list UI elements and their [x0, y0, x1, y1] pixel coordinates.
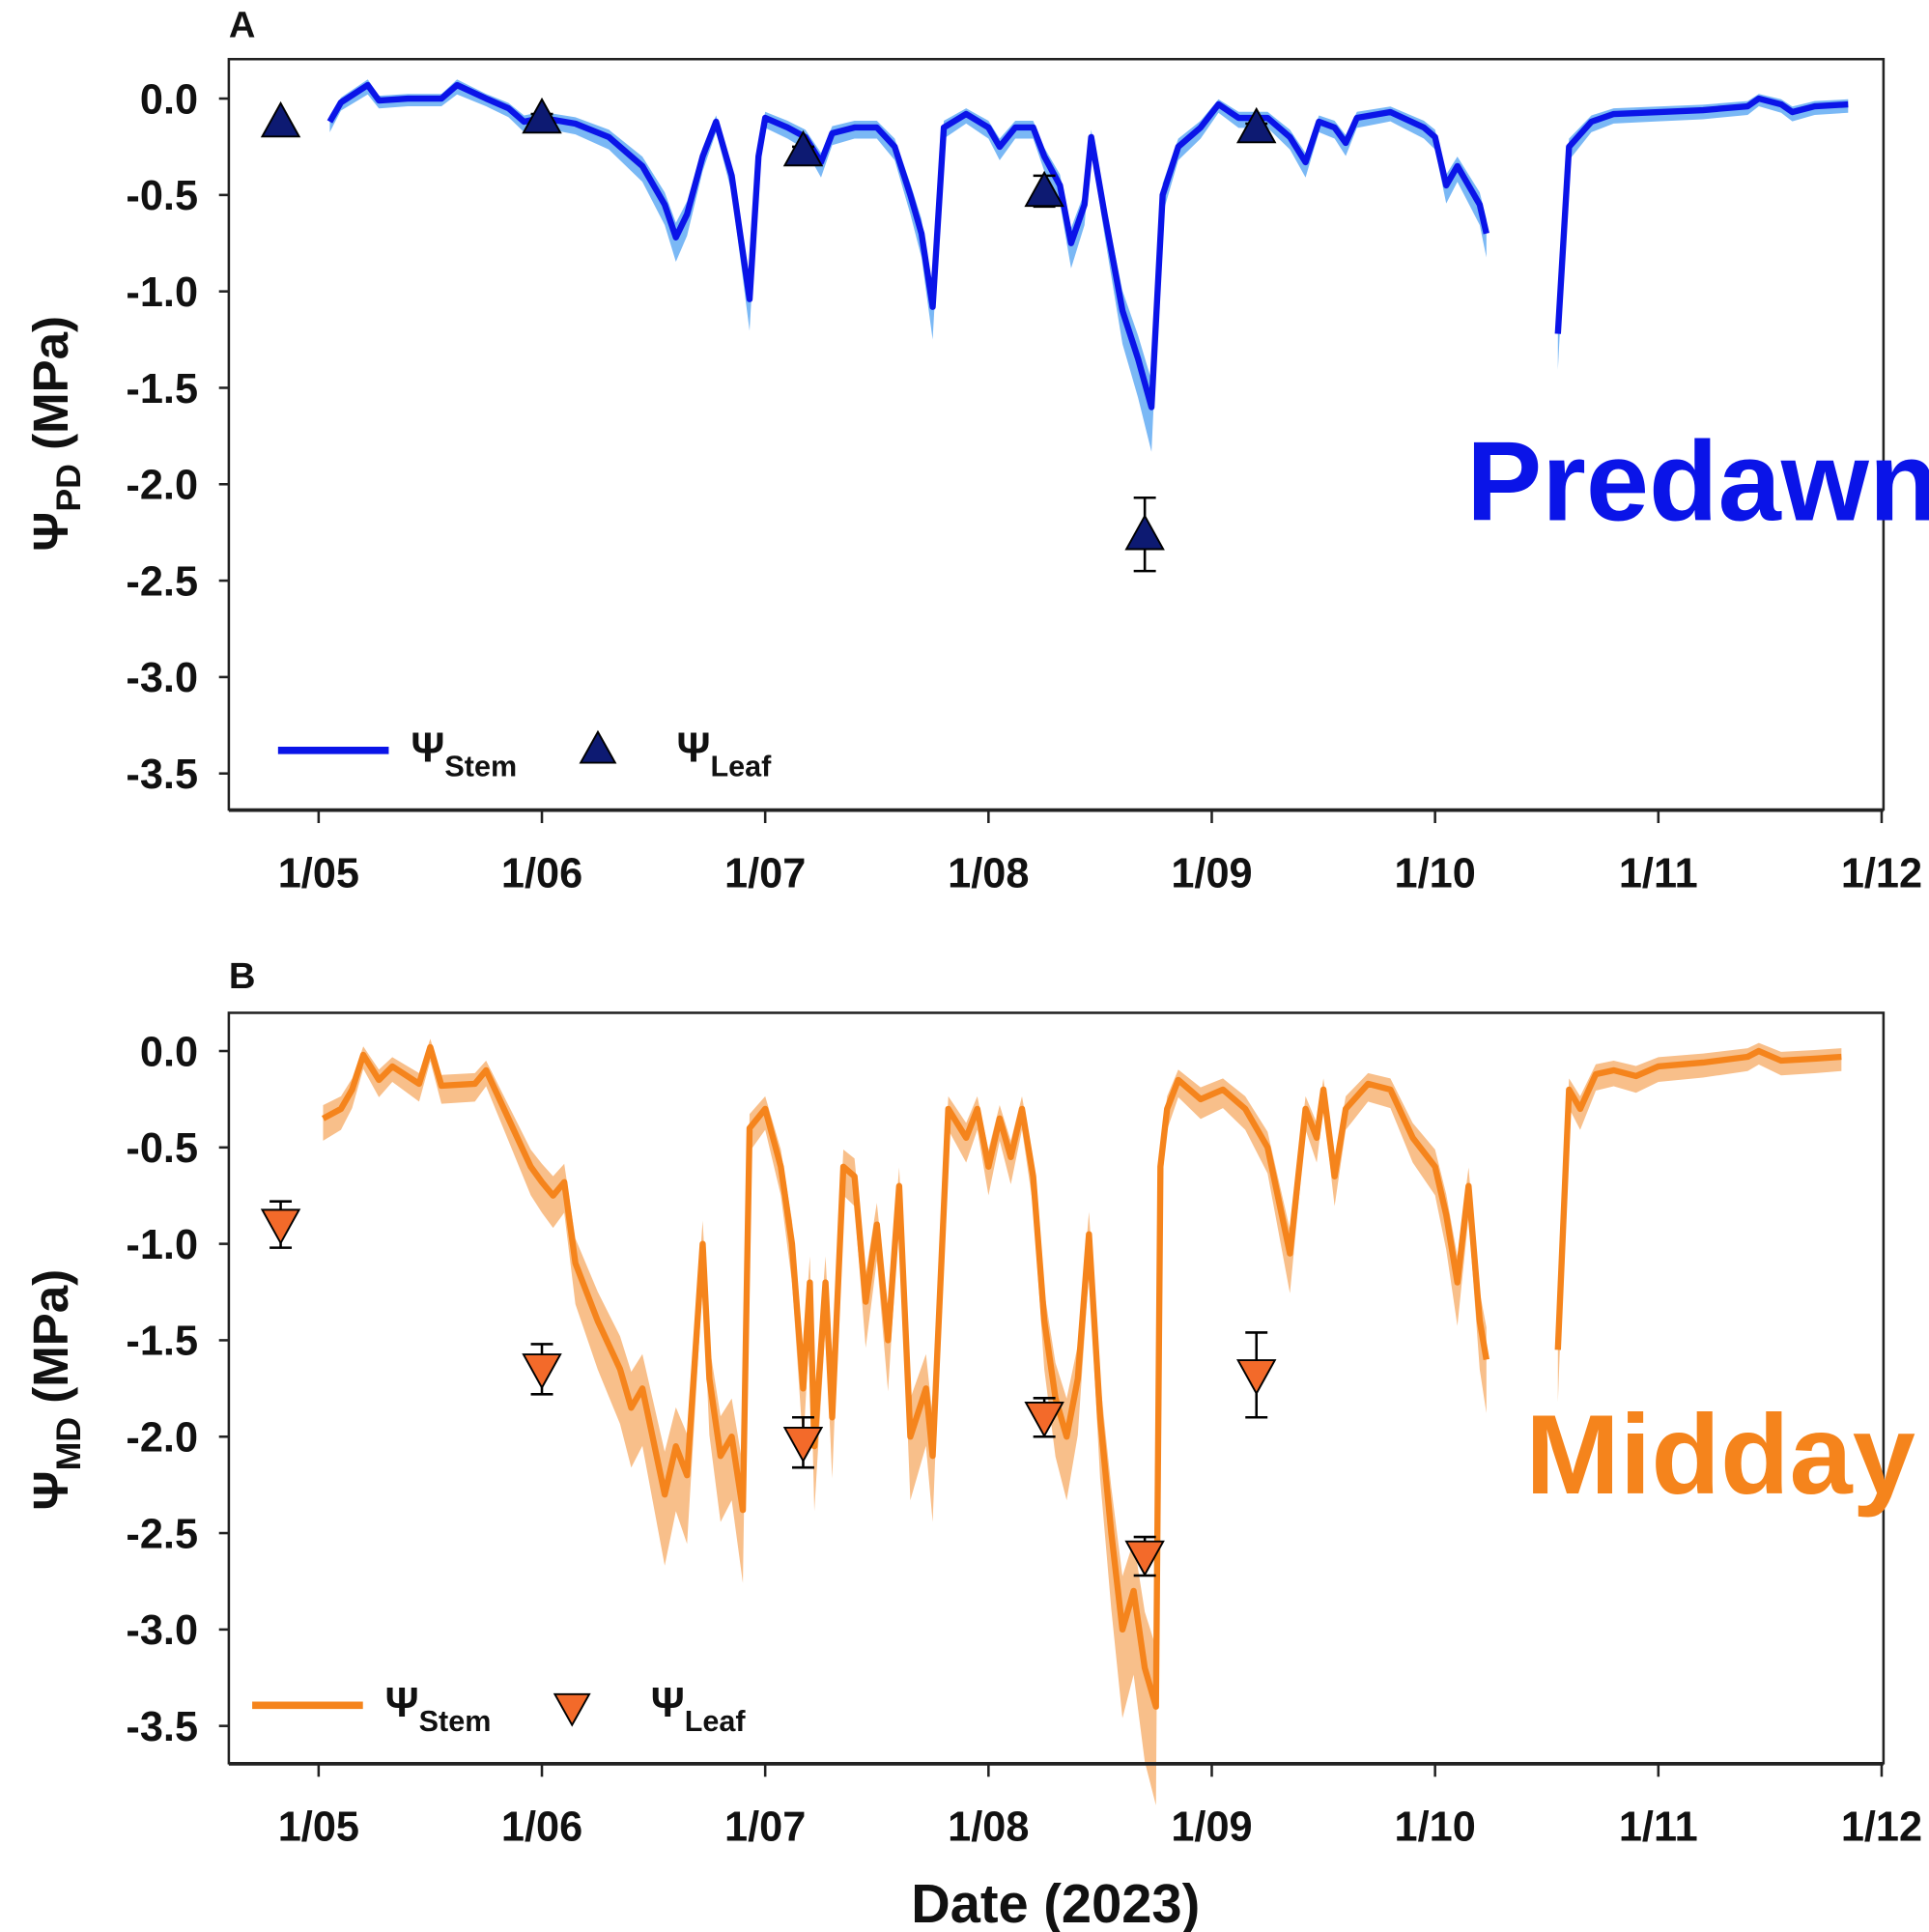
legend-leaf-symbol: Ψ	[651, 1680, 685, 1726]
x-tick-label: 1/07	[724, 850, 806, 896]
stem-uncertainty-band	[323, 1038, 1487, 1805]
y-tick-label: -0.5	[126, 1125, 198, 1172]
panel-letter-b: B	[229, 955, 256, 997]
y-tick-label: -3.5	[126, 752, 198, 798]
panel-a-predawn: A 0.0 -0.5 -1.0 -1.5 -2.0 -2.5 -3.0 -3.5 1/05 1/0…	[23, 4, 1929, 896]
stem-water-potential-line	[1554, 95, 1849, 334]
legend-leaf-marker	[579, 729, 617, 764]
stem-water-potential-line	[326, 81, 1489, 411]
y-axis-label-b: ΨMD (MPa)	[23, 1269, 88, 1511]
y-label-sub: MD	[49, 1417, 88, 1471]
legend-stem-sub: Stem	[419, 1705, 492, 1738]
leaf-water-potential-point	[1024, 1402, 1064, 1438]
annotation-predawn: Predawn	[1466, 417, 1929, 544]
leaf-water-potential-point	[522, 1353, 562, 1390]
y-tick-label: -2.0	[126, 1415, 198, 1462]
panel-b-midday: B 0.0 -0.5 -1.0 -1.5 -2.0 -2.5 -3.0 -3.5 1/05 1/0…	[23, 955, 1922, 1932]
legend-stem-label: ΨStem	[385, 1680, 492, 1738]
legend-stem-label: ΨStem	[411, 724, 517, 782]
leaf-water-potential-point	[782, 129, 824, 167]
x-tick-label: 1/05	[278, 1804, 359, 1851]
y-tick-label: 0.0	[140, 1029, 198, 1075]
y-label-symbol: Ψ	[23, 512, 78, 552]
leaf-water-potential-point	[1124, 514, 1165, 551]
y-label-unit: (MPa)	[23, 1269, 78, 1417]
x-tick-label: 1/09	[1171, 850, 1252, 896]
x-tick-label: 1/12	[1841, 850, 1922, 896]
leaf-water-potential-point	[782, 1426, 824, 1463]
legend-leaf-marker	[553, 1692, 591, 1727]
legend-stem-symbol: Ψ	[385, 1680, 419, 1726]
leaf-water-potential-point	[260, 1208, 301, 1245]
annotation-midday: Midday	[1525, 1391, 1915, 1518]
y-tick-label: -1.5	[126, 1319, 198, 1365]
x-tick-label: 1/11	[1619, 1804, 1698, 1851]
legend-leaf-label: ΨLeaf	[651, 1680, 747, 1738]
y-tick-label: -3.0	[126, 655, 198, 701]
legend-leaf-label: ΨLeaf	[676, 724, 772, 782]
legend-stem-symbol: Ψ	[411, 724, 444, 771]
leaf-water-potential-point	[1235, 1359, 1277, 1396]
leaf-water-potential-point	[522, 97, 562, 134]
y-axis-label-a: ΨPD (MPa)	[23, 316, 88, 552]
y-tick-label: -0.5	[126, 173, 198, 219]
y-tick-label: -2.5	[126, 1511, 198, 1557]
stem-water-potential-line	[321, 1043, 1489, 1710]
x-tick-label: 1/06	[501, 850, 582, 896]
x-tick-label: 1/10	[1395, 850, 1476, 896]
leaf-water-potential-point	[260, 100, 301, 138]
y-tick-label: -1.5	[126, 366, 198, 412]
legend-a: ΨStem ΨLeaf	[277, 724, 772, 783]
x-tick-label: 1/08	[948, 850, 1029, 896]
x-tick-label: 1/09	[1171, 1804, 1252, 1851]
y-label-unit: (MPa)	[23, 316, 78, 464]
x-tick-label: 1/05	[278, 850, 359, 896]
legend-leaf-sub: Leaf	[711, 751, 773, 783]
leaf-water-potential-point	[1235, 106, 1277, 144]
stem-uncertainty-band	[1557, 94, 1849, 370]
y-tick-label: -3.0	[126, 1607, 198, 1654]
legend-leaf-symbol: Ψ	[676, 724, 710, 771]
y-tick-label: -1.0	[126, 270, 198, 316]
x-tick-label: 1/11	[1619, 850, 1698, 896]
stem-uncertainty-band	[1557, 1042, 1842, 1403]
stem-water-potential-line	[1554, 1047, 1842, 1350]
panel-letter-a: A	[229, 4, 256, 45]
x-tick-label: 1/12	[1841, 1804, 1922, 1851]
legend-stem-sub: Stem	[444, 751, 517, 783]
y-tick-label: -1.0	[126, 1222, 198, 1268]
x-tick-label: 1/10	[1395, 1804, 1476, 1851]
y-tick-label: -2.5	[126, 558, 198, 605]
leaf-water-potential-point	[1024, 170, 1064, 208]
x-axis-label: Date (2023)	[911, 1873, 1200, 1932]
x-tick-label: 1/07	[724, 1804, 806, 1851]
x-tick-label: 1/08	[948, 1804, 1029, 1851]
y-tick-label: 0.0	[140, 76, 198, 123]
y-label-sub: PD	[49, 464, 88, 512]
y-label-symbol: Ψ	[23, 1470, 78, 1510]
y-tick-label: -2.0	[126, 463, 198, 509]
leaf-water-potential-point	[1124, 1540, 1165, 1577]
legend-leaf-sub: Leaf	[685, 1705, 747, 1738]
y-tick-label: -3.5	[126, 1704, 198, 1750]
legend-b: ΨStem ΨLeaf	[252, 1680, 746, 1738]
x-tick-label: 1/06	[501, 1804, 582, 1851]
